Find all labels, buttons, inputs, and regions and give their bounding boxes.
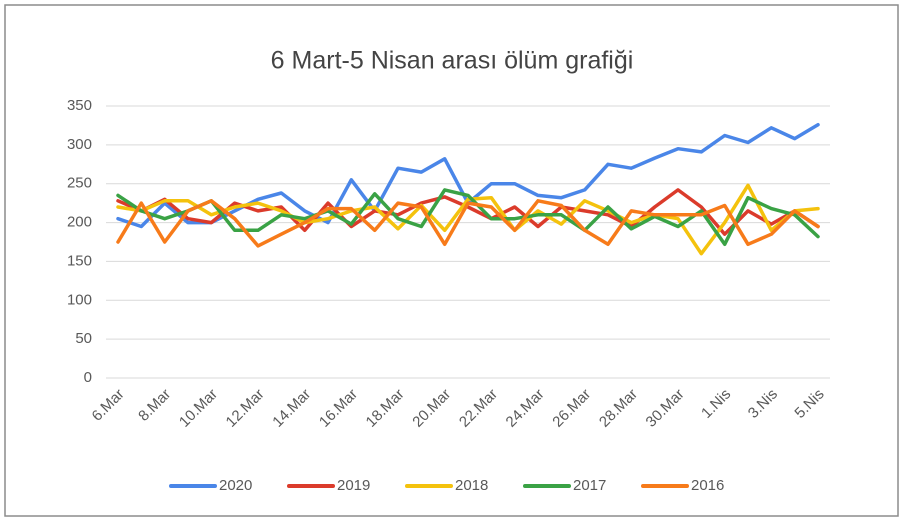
series-line (116, 188, 820, 236)
y-tick-label: 50 (75, 330, 92, 347)
y-tick-label: 250 (67, 175, 92, 192)
chart-title: 6 Mart-5 Nisan arası ölüm grafiği (271, 47, 634, 75)
legend-label: 2016 (691, 477, 724, 494)
series-line (116, 199, 820, 248)
legend-label: 2017 (573, 477, 606, 494)
chart-frame (4, 4, 899, 517)
legend-label: 2018 (455, 477, 488, 494)
series-line (116, 183, 820, 256)
legend-label: 2020 (219, 477, 252, 494)
y-tick-label: 200 (67, 214, 92, 231)
y-tick-label: 350 (67, 97, 92, 114)
y-tick-label: 100 (67, 291, 92, 308)
y-tick-label: 150 (67, 252, 92, 269)
y-tick-label: 0 (84, 369, 92, 386)
legend-label: 2019 (337, 477, 370, 494)
series-line (116, 188, 820, 247)
y-tick-label: 300 (67, 136, 92, 153)
